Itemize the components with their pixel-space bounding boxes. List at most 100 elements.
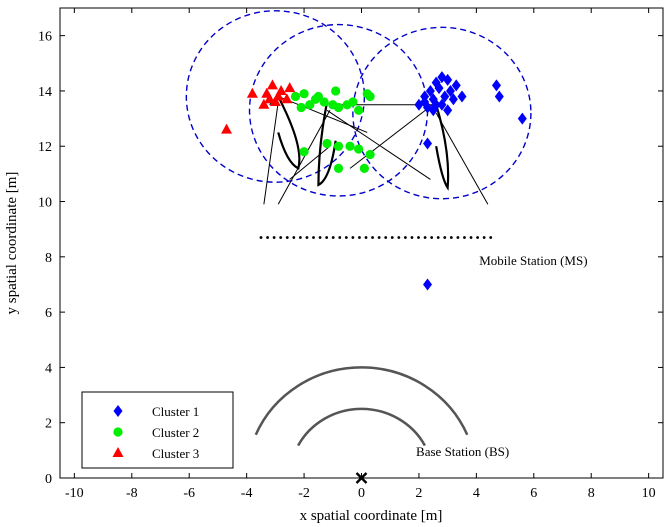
ms-antenna-element (463, 236, 466, 239)
propagation-loop-2 (317, 101, 337, 187)
mobile-station-annotation: Mobile Station (MS) (479, 253, 587, 268)
cluster-2-point (305, 100, 315, 110)
cluster-circle-3 (352, 26, 532, 200)
ms-antenna-element (358, 236, 361, 239)
x-tick-label: -8 (126, 486, 138, 501)
cluster-1-point (428, 104, 438, 117)
x-tick-label: -2 (298, 486, 310, 501)
ms-antenna-element (469, 236, 473, 239)
legend-markers (112, 405, 124, 457)
ms-antenna-element (449, 236, 453, 239)
propagation-path-1 (263, 101, 279, 205)
cluster-3-point (281, 93, 293, 104)
legend-marker-cluster-3 (112, 447, 124, 457)
ms-antenna-element (403, 236, 407, 239)
y-tick-label: 2 (45, 417, 52, 432)
legend-label-cluster-1: Cluster 1 (152, 404, 199, 419)
ms-antenna-element (390, 236, 394, 239)
cluster-1-point (425, 84, 435, 97)
ms-antenna-element (397, 236, 401, 239)
ms-antenna-element (482, 236, 486, 239)
ms-antenna-element (292, 236, 296, 239)
cluster-3-point (261, 87, 273, 98)
x-tick-label: -6 (183, 486, 195, 501)
ms-antenna-element (364, 236, 368, 239)
ms-antenna-element (351, 236, 355, 239)
cluster-3-point (221, 123, 233, 134)
y-tick-label: 8 (45, 251, 52, 266)
ms-antenna-element (344, 236, 348, 239)
cluster-3-point (284, 82, 296, 93)
ms-antenna-element (312, 236, 315, 239)
cluster-1-point (423, 137, 433, 150)
cluster-2-point (290, 91, 301, 102)
ms-antenna-element (259, 236, 263, 239)
x-tick-label: 4 (473, 486, 480, 501)
ms-antenna-element (436, 236, 440, 239)
legend-marker-cluster-2 (113, 427, 123, 437)
cluster-1-point (437, 98, 447, 111)
cluster-1-point (434, 82, 444, 95)
y-axis-label: y spatial coordinate [m] (4, 172, 20, 315)
cluster-1-point (451, 79, 461, 92)
cluster-1-point (517, 112, 527, 125)
multipath-propagation-paths (263, 93, 489, 205)
x-axis-ticks: -10 -8 -6 -4 -2 0 2 4 6 8 10 (65, 8, 656, 501)
cluster-1-point (443, 73, 453, 86)
x-axis-label: x spatial coordinate [m] (300, 508, 443, 524)
base-station-arc-1 (254, 366, 469, 436)
ms-antenna-element (430, 236, 434, 239)
cluster-1-point (443, 104, 453, 117)
legend-label-cluster-3: Cluster 3 (152, 446, 199, 461)
propagation-loop-3 (435, 104, 450, 191)
propagation-path-7 (349, 101, 437, 169)
base-station-waves (254, 366, 469, 447)
propagation-loop-1 (277, 95, 301, 170)
ms-antenna-element (377, 236, 381, 239)
ms-antenna-element (279, 236, 283, 239)
cluster-1-point (494, 90, 504, 103)
x-tick-label: -10 (65, 486, 84, 501)
cluster-2-point (310, 94, 321, 104)
propagation-path-8 (435, 112, 489, 205)
cluster-1-point (457, 90, 467, 103)
cluster-2-point (359, 163, 369, 173)
cluster-2-point (354, 105, 364, 115)
x-tick-label: 0 (358, 486, 365, 501)
y-tick-label: 0 (45, 472, 52, 487)
scatter-points (221, 71, 527, 291)
cluster-1-point (414, 98, 424, 111)
x-tick-label: -4 (241, 486, 253, 501)
y-tick-label: 14 (38, 85, 52, 100)
cluster-1-point (440, 90, 450, 103)
legend-marker-cluster-1 (113, 405, 123, 417)
cluster-2-point (296, 102, 306, 113)
ms-antenna-element (384, 236, 388, 239)
cluster-1-point (446, 84, 456, 97)
y-tick-label: 4 (45, 361, 52, 376)
cluster-2-point (319, 97, 329, 107)
base-station-annotation: Base Station (BS) (416, 444, 509, 459)
y-tick-label: 16 (38, 30, 52, 45)
ms-antenna-element (443, 236, 447, 239)
cluster-1-point (420, 90, 430, 103)
cluster-1-point (448, 93, 458, 106)
x-tick-label: 10 (642, 486, 656, 501)
cluster-2-point (331, 86, 341, 96)
propagation-path-5 (326, 109, 431, 180)
legend-box (81, 391, 234, 469)
cluster-2-point (354, 144, 364, 154)
cluster-2-point (299, 89, 309, 99)
x-tick-label: 6 (530, 486, 537, 501)
ms-antenna-element (456, 236, 460, 239)
cluster-1-point (423, 278, 433, 291)
mobile-station-array (259, 236, 493, 239)
ms-antenna-element (298, 236, 302, 239)
ms-antenna-element (285, 236, 289, 239)
ms-antenna-element (417, 236, 420, 239)
y-axis-ticks: 0 2 4 6 8 10 12 14 16 (38, 30, 663, 487)
ms-antenna-element (489, 236, 493, 239)
ms-antenna-element (325, 236, 329, 239)
base-station-arc-2 (297, 407, 426, 447)
